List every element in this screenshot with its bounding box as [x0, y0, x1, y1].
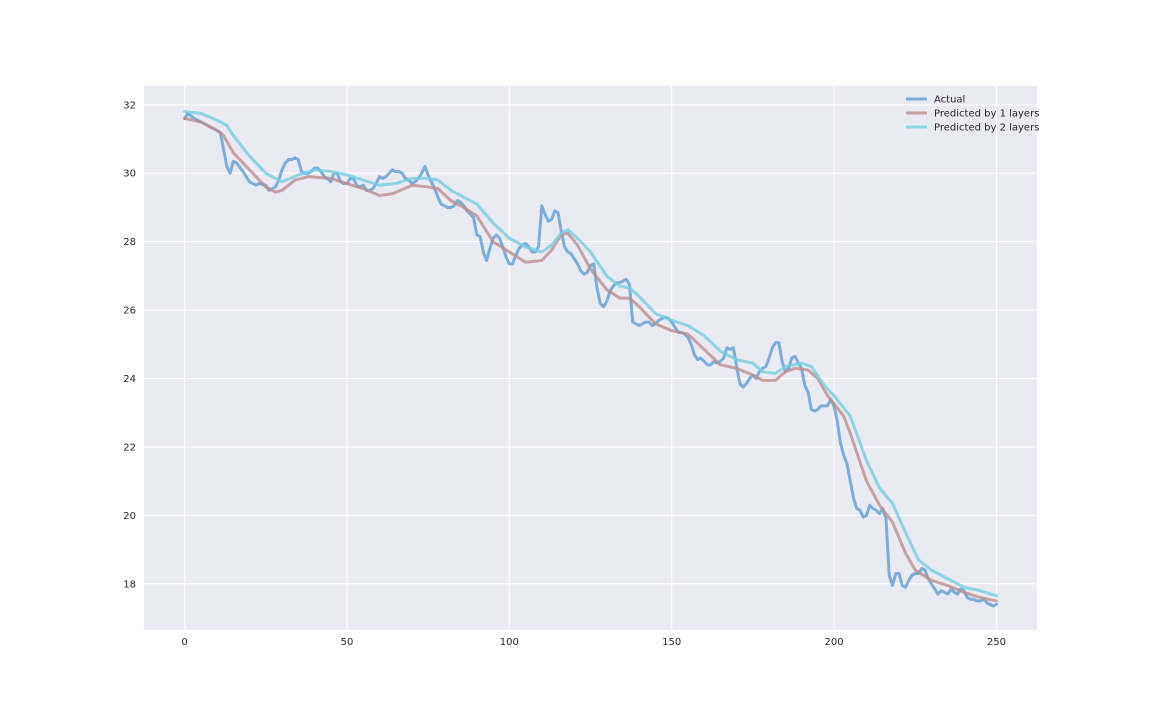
- y-tick-label: 26: [123, 306, 136, 317]
- series-lines: [183, 110, 998, 608]
- y-tick-label: 32: [123, 100, 136, 111]
- x-tick-label: 150: [662, 637, 681, 648]
- y-tick-label: 22: [123, 442, 136, 453]
- x-tick-label: 50: [341, 637, 354, 648]
- x-axis-ticks: 0 50 100 150 200 250: [181, 637, 1006, 648]
- legend: Actual Predicted by 1 layers Predicted by …: [906, 95, 1039, 134]
- x-tick-label: 0: [181, 637, 187, 648]
- y-tick-label: 20: [123, 511, 136, 522]
- x-tick-label: 200: [824, 637, 843, 648]
- y-tick-label: 18: [123, 579, 136, 590]
- y-axis-ticks: 18 20 22 24 26 28 30 32: [123, 100, 136, 590]
- series-line-3: [183, 110, 998, 598]
- x-tick-label: 100: [500, 637, 519, 648]
- legend-label: Actual: [934, 95, 965, 106]
- y-tick-label: 30: [123, 169, 136, 180]
- legend-label: Predicted by 1 layers: [934, 109, 1039, 120]
- series-line-2: [183, 117, 998, 603]
- legend-label: Predicted by 2 layers: [934, 123, 1039, 134]
- y-tick-label: 28: [123, 237, 136, 248]
- x-tick-label: 250: [987, 637, 1006, 648]
- grid-lines: [144, 86, 1037, 630]
- y-tick-label: 24: [123, 374, 136, 385]
